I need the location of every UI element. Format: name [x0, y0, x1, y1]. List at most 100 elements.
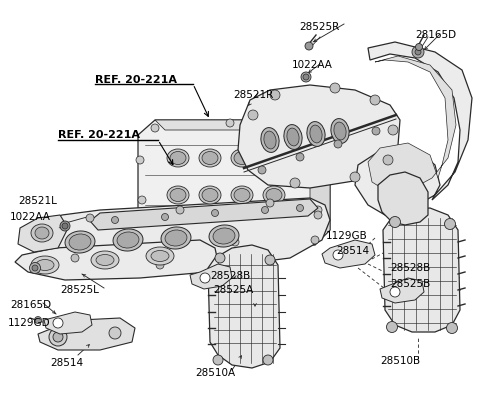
Text: 28528B: 28528B [210, 271, 250, 281]
Circle shape [350, 172, 360, 182]
Circle shape [36, 241, 44, 249]
Text: 1129GB: 1129GB [326, 231, 368, 241]
Ellipse shape [199, 186, 221, 204]
Circle shape [303, 74, 309, 80]
Ellipse shape [161, 227, 191, 249]
Ellipse shape [261, 127, 279, 152]
Circle shape [200, 273, 210, 283]
Polygon shape [380, 278, 424, 303]
Circle shape [111, 217, 119, 224]
Text: 28521L: 28521L [18, 196, 57, 206]
Ellipse shape [334, 122, 346, 140]
Circle shape [305, 42, 313, 50]
Polygon shape [38, 318, 135, 350]
Ellipse shape [69, 234, 91, 250]
Circle shape [296, 153, 304, 161]
Circle shape [390, 287, 400, 297]
Circle shape [416, 44, 422, 51]
Circle shape [53, 332, 63, 342]
Ellipse shape [234, 152, 250, 164]
Text: 1022AA: 1022AA [10, 212, 51, 222]
Circle shape [265, 255, 275, 265]
Circle shape [263, 355, 273, 365]
Circle shape [35, 316, 41, 323]
Ellipse shape [165, 230, 187, 246]
Ellipse shape [310, 125, 322, 143]
Circle shape [334, 140, 342, 148]
Ellipse shape [170, 189, 186, 201]
Ellipse shape [35, 227, 49, 239]
Circle shape [231, 238, 239, 246]
Polygon shape [322, 240, 375, 268]
Ellipse shape [167, 149, 189, 167]
Polygon shape [238, 85, 400, 188]
Circle shape [226, 119, 234, 127]
Ellipse shape [113, 229, 143, 251]
Text: 28525B: 28525B [390, 279, 430, 289]
Polygon shape [208, 245, 280, 368]
Text: REF. 20-221A: REF. 20-221A [95, 75, 177, 85]
Circle shape [386, 321, 397, 332]
Circle shape [53, 318, 63, 328]
Ellipse shape [263, 149, 285, 167]
Polygon shape [155, 120, 325, 130]
Text: 1129GD: 1129GD [8, 318, 50, 328]
Ellipse shape [31, 224, 53, 242]
Ellipse shape [117, 232, 139, 248]
Ellipse shape [202, 152, 218, 164]
Circle shape [270, 90, 280, 100]
Circle shape [372, 127, 380, 135]
Polygon shape [15, 240, 218, 280]
Circle shape [86, 214, 94, 222]
Circle shape [444, 219, 456, 229]
Circle shape [389, 217, 400, 228]
Ellipse shape [170, 152, 186, 164]
Circle shape [383, 155, 393, 165]
Circle shape [71, 254, 79, 262]
Ellipse shape [167, 186, 189, 204]
Ellipse shape [234, 189, 250, 201]
Circle shape [138, 196, 146, 204]
Circle shape [251, 258, 259, 266]
Circle shape [262, 206, 268, 213]
Circle shape [330, 83, 340, 93]
Text: 28521R: 28521R [233, 90, 273, 100]
Polygon shape [368, 56, 456, 192]
Ellipse shape [96, 254, 114, 266]
Circle shape [415, 49, 421, 55]
Circle shape [161, 213, 168, 220]
Ellipse shape [146, 247, 174, 265]
Text: 28528B: 28528B [390, 263, 430, 273]
Circle shape [388, 125, 398, 135]
Text: 28514: 28514 [50, 358, 83, 368]
Circle shape [311, 236, 319, 244]
Circle shape [136, 156, 144, 164]
Polygon shape [18, 215, 68, 252]
Circle shape [412, 46, 424, 58]
Polygon shape [90, 199, 318, 230]
Ellipse shape [199, 149, 221, 167]
Circle shape [290, 178, 300, 188]
Ellipse shape [307, 122, 325, 146]
Polygon shape [138, 120, 330, 245]
Circle shape [151, 124, 159, 132]
Circle shape [176, 206, 184, 214]
Text: REF. 20-221A: REF. 20-221A [58, 130, 140, 140]
Ellipse shape [263, 186, 285, 204]
Text: 28165D: 28165D [415, 30, 456, 40]
Circle shape [316, 156, 324, 164]
Circle shape [301, 72, 311, 82]
Circle shape [32, 265, 38, 271]
Text: 28525A: 28525A [213, 285, 253, 295]
Ellipse shape [231, 186, 253, 204]
Polygon shape [310, 120, 330, 245]
Ellipse shape [266, 189, 282, 201]
Polygon shape [44, 312, 92, 334]
Circle shape [258, 166, 266, 174]
Circle shape [333, 250, 343, 260]
Polygon shape [383, 208, 460, 332]
Circle shape [297, 205, 303, 212]
Circle shape [212, 210, 218, 217]
Circle shape [370, 95, 380, 105]
Circle shape [60, 221, 70, 231]
